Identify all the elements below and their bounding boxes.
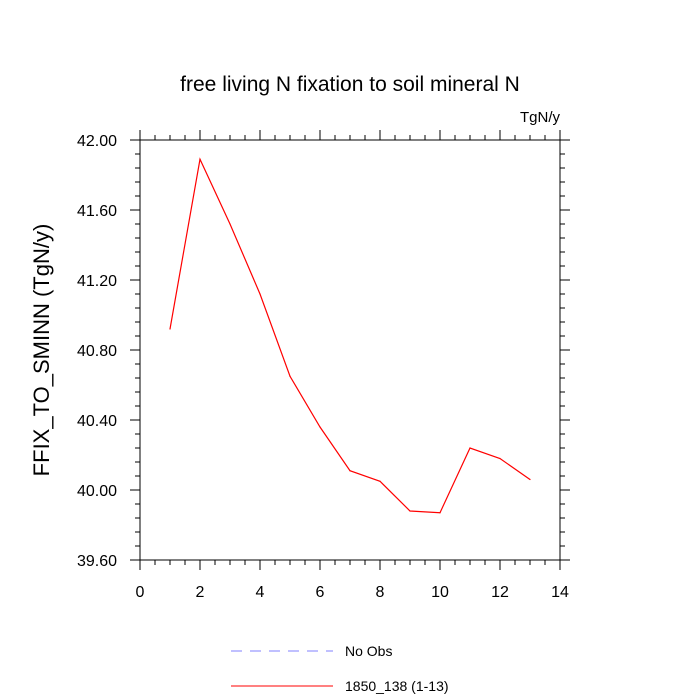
- chart-title: free living N fixation to soil mineral N: [180, 73, 520, 96]
- tick-labels: 0 2 4 6 8 10 12 14 39.60 40.00 40.40 40.80 41.20 41.6…: [77, 133, 569, 601]
- series-line: [169, 157, 531, 514]
- x-tick-label: 2: [196, 584, 205, 601]
- x-tick-label: 10: [431, 584, 449, 601]
- x-tick-label: 0: [136, 584, 145, 601]
- legend: No Obs 1850_138 (1-13): [231, 643, 449, 694]
- data-point: [259, 293, 261, 295]
- data-point: [199, 158, 201, 160]
- y-tick-label: 42.00: [77, 133, 117, 150]
- y-tick-label: 41.60: [77, 203, 117, 220]
- units-label: TgN/y: [520, 109, 561, 126]
- x-tick-label: 6: [316, 584, 325, 601]
- legend-label-series: 1850_138 (1-13): [345, 678, 449, 694]
- x-tick-label: 14: [551, 584, 569, 601]
- data-point: [499, 457, 501, 460]
- x-tick-label: 8: [376, 584, 385, 601]
- data-point: [529, 478, 531, 481]
- y-tick-label: 41.20: [77, 273, 117, 290]
- x-tick-label: 4: [256, 584, 265, 601]
- series-layer: [169, 157, 531, 514]
- y-axis-label: FFIX_TO_SMINN (TgN/y): [29, 224, 54, 477]
- y-tick-label: 39.60: [77, 553, 117, 570]
- data-point: [469, 447, 471, 449]
- data-point: [169, 328, 171, 330]
- y-tick-label: 40.40: [77, 413, 117, 430]
- data-point: [319, 426, 321, 428]
- data-point: [409, 510, 411, 512]
- data-point: [349, 470, 351, 472]
- axis-ticks: [130, 130, 570, 570]
- y-tick-label: 40.00: [77, 483, 117, 500]
- y-tick-label: 40.80: [77, 343, 117, 360]
- x-tick-label: 12: [491, 584, 509, 601]
- data-point: [379, 480, 381, 482]
- legend-label-no-obs: No Obs: [345, 643, 392, 659]
- data-point: [439, 512, 441, 514]
- plot-frame: [139, 139, 561, 561]
- data-point: [229, 223, 231, 225]
- data-point: [289, 375, 291, 377]
